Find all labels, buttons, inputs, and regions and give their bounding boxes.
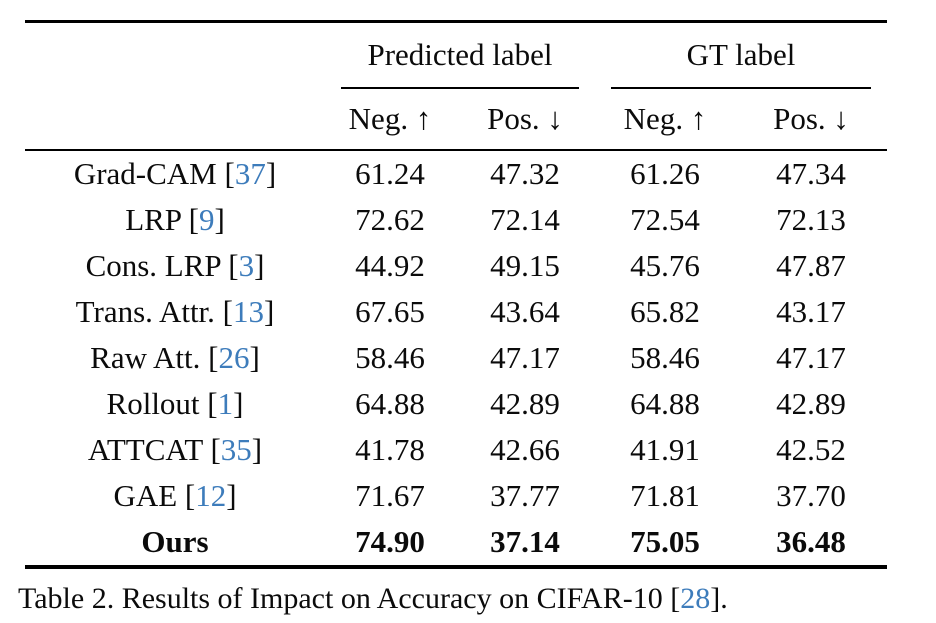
method-label: GAE <box>113 478 178 513</box>
method-label: Rollout <box>106 386 200 421</box>
subheader-pos-predicted: Pos. ↓ <box>455 89 595 151</box>
group-label-predicted: Predicted label <box>367 37 553 72</box>
method-label: Cons. LRP <box>85 248 221 283</box>
value-cell: 47.34 <box>776 156 846 191</box>
method-label: Raw Att. <box>90 340 201 375</box>
group-label-gt: GT label <box>686 37 796 72</box>
value-cell: 72.54 <box>630 202 700 237</box>
table-row: Grad-CAM [37] 61.24 47.32 61.26 47.34 <box>25 150 887 197</box>
method-cell: Ours <box>25 519 325 567</box>
method-cell: Rollout [1] <box>106 386 244 421</box>
caption-citation-link[interactable]: 28 <box>680 582 711 615</box>
value-cell: 37.14 <box>490 524 560 559</box>
value-cell: 41.78 <box>355 432 425 467</box>
subheader-row: Neg. ↑ Pos. ↓ Neg. ↑ Pos. ↓ <box>25 89 888 151</box>
value-cell: 71.67 <box>355 478 425 513</box>
value-cell: 65.82 <box>630 294 700 329</box>
method-label: Grad-CAM <box>73 156 217 191</box>
method-label: Trans. Attr. <box>75 294 215 329</box>
table-row: LRP [9] 72.62 72.14 72.54 72.13 <box>25 197 887 243</box>
results-table: Predicted label GT label Neg. ↑ Pos. ↓ N… <box>25 20 888 569</box>
caption-text: Table 2. Results of Impact on Accuracy o… <box>18 582 671 615</box>
citation-link[interactable]: 13 <box>233 294 264 329</box>
subheader-empty <box>25 89 325 151</box>
value-cell: 44.92 <box>355 248 425 283</box>
value-cell: 58.46 <box>630 340 700 375</box>
citation-link[interactable]: 1 <box>217 386 234 421</box>
value-cell: 74.90 <box>355 524 425 559</box>
citation-link[interactable]: 9 <box>198 202 215 237</box>
value-cell: 75.05 <box>630 524 700 559</box>
value-cell: 37.70 <box>776 478 846 513</box>
method-label: LRP <box>125 202 181 237</box>
group-header-gt-label: GT label <box>595 22 887 89</box>
cmidrule-gt <box>611 87 872 89</box>
value-cell: 43.17 <box>776 294 846 329</box>
method-cell: ATTCAT [35] <box>87 432 263 467</box>
value-cell: 43.64 <box>490 294 560 329</box>
table-row: Ours 74.90 37.14 75.05 36.48 <box>25 519 887 567</box>
caption-bracket-open: [ <box>670 582 681 615</box>
value-cell: 42.89 <box>776 386 846 421</box>
value-cell: 72.14 <box>490 202 560 237</box>
caption-bracket-close: ] <box>710 582 721 615</box>
value-cell: 61.24 <box>355 156 425 191</box>
subheader-neg-predicted: Neg. ↑ <box>325 89 455 151</box>
value-cell: 41.91 <box>630 432 700 467</box>
value-cell: 64.88 <box>355 386 425 421</box>
value-cell: 67.65 <box>355 294 425 329</box>
citation-link[interactable]: 26 <box>218 340 250 375</box>
table-row: Cons. LRP [3] 44.92 49.15 45.76 47.87 <box>25 243 887 289</box>
citation-link[interactable]: 37 <box>234 156 266 191</box>
table-row: GAE [12] 71.67 37.77 71.81 37.70 <box>25 473 887 519</box>
citation-link[interactable]: 35 <box>220 432 252 467</box>
value-cell: 61.26 <box>630 156 700 191</box>
value-cell: 58.46 <box>355 340 425 375</box>
method-cell: LRP [9] <box>125 202 225 237</box>
value-cell: 47.17 <box>490 340 560 375</box>
method-label: Ours <box>141 524 209 559</box>
method-column-header-spacer <box>25 22 325 90</box>
value-cell: 71.81 <box>630 478 700 513</box>
value-cell: 47.17 <box>776 340 846 375</box>
cmidrule-predicted <box>341 87 579 89</box>
value-cell: 72.13 <box>776 202 846 237</box>
value-cell: 42.89 <box>490 386 560 421</box>
table-row: Raw Att. [26] 58.46 47.17 58.46 47.17 <box>25 335 887 381</box>
value-cell: 72.62 <box>355 202 425 237</box>
value-cell: 42.52 <box>776 432 846 467</box>
value-cell: 49.15 <box>490 248 560 283</box>
subheader-neg-gt: Neg. ↑ <box>595 89 735 151</box>
method-cell: Grad-CAM [37] <box>73 156 277 191</box>
value-cell: 36.48 <box>776 524 846 559</box>
results-table-body: Grad-CAM [37] 61.24 47.32 61.26 47.34 LRP [9]… <box>25 150 887 567</box>
value-cell: 45.76 <box>630 248 700 283</box>
method-cell: Raw Att. [26] <box>90 340 260 375</box>
value-cell: 42.66 <box>490 432 560 467</box>
value-cell: 47.87 <box>776 248 846 283</box>
subheader-pos-gt: Pos. ↓ <box>735 89 888 151</box>
method-cell: Trans. Attr. [13] <box>75 294 275 329</box>
citation-link[interactable]: 3 <box>238 248 255 283</box>
method-label: ATTCAT <box>87 432 203 467</box>
method-cell: Cons. LRP [3] <box>85 248 265 283</box>
method-cell: GAE [12] <box>113 478 237 513</box>
table-row: ATTCAT [35] 41.78 42.66 41.91 42.52 <box>25 427 887 473</box>
value-cell: 64.88 <box>630 386 700 421</box>
citation-link[interactable]: 12 <box>195 478 227 513</box>
table-row: Trans. Attr. [13] 67.65 43.64 65.82 43.17 <box>25 289 887 335</box>
group-header-row: Predicted label GT label <box>25 22 887 90</box>
value-cell: 37.77 <box>490 478 560 513</box>
value-cell: 47.32 <box>490 156 560 191</box>
caption-period: . <box>720 582 728 615</box>
group-header-predicted-label: Predicted label <box>325 22 595 89</box>
table-row: Rollout [1] 64.88 42.89 64.88 42.89 <box>25 381 887 427</box>
table-caption: Table 2. Results of Impact on Accuracy o… <box>18 579 926 619</box>
